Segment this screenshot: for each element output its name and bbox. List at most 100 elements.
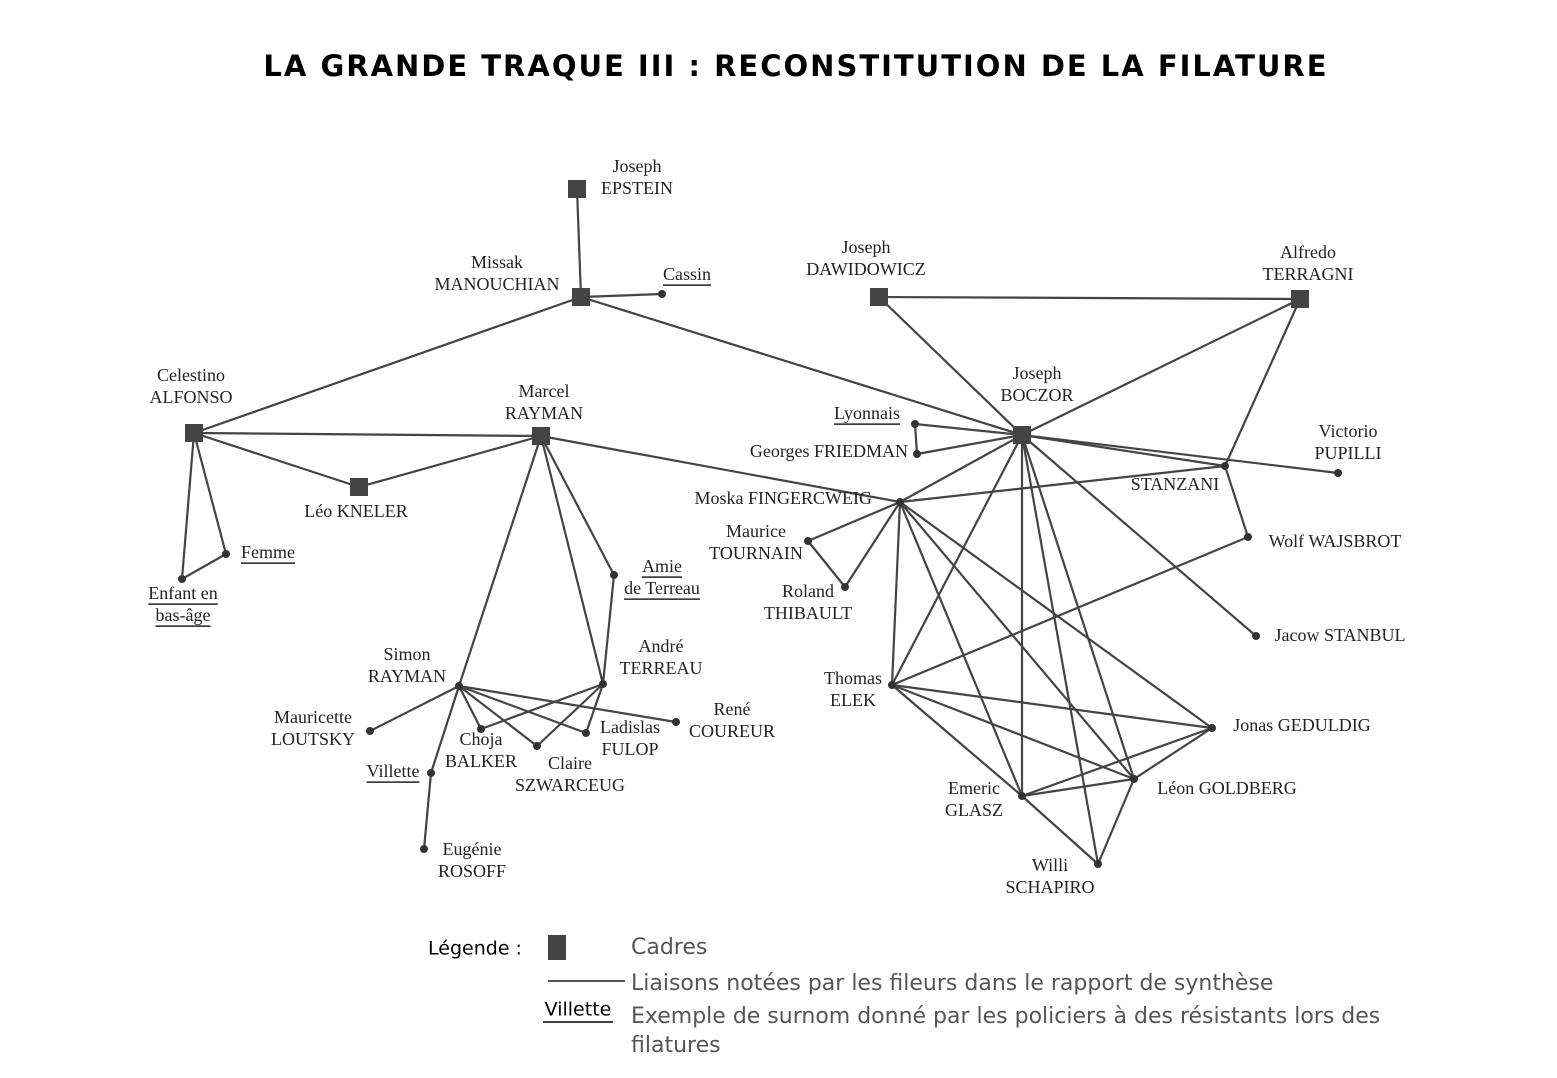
node-label: Joseph <box>842 237 891 257</box>
node-label: ROSOFF <box>438 861 506 881</box>
edge <box>580 295 1023 437</box>
node <box>1221 462 1229 470</box>
node-label: Celestino <box>157 365 225 385</box>
edge <box>891 683 1213 730</box>
node <box>366 727 374 735</box>
edge <box>878 295 1301 301</box>
edge <box>193 431 360 489</box>
edge <box>1021 433 1339 475</box>
node-label: Moska FINGERCWEIG <box>695 488 873 508</box>
legend-example: Villette <box>545 999 612 1021</box>
node <box>1130 775 1138 783</box>
node-label: TOURNAIN <box>709 543 803 563</box>
node-label: Jonas GEDULDIG <box>1233 715 1370 735</box>
cadre-node <box>532 427 550 445</box>
cadre-node <box>568 180 586 198</box>
edge <box>369 685 460 732</box>
node-label: FULOP <box>601 739 658 759</box>
node-label: COUREUR <box>689 721 775 741</box>
node-label: Georges FRIEDMAN <box>750 441 908 461</box>
node <box>420 845 428 853</box>
edge <box>1021 434 1257 637</box>
edge <box>914 422 1023 437</box>
node-label: Emeric <box>948 778 1000 798</box>
edge <box>891 684 1023 797</box>
node-label: RAYMAN <box>368 666 446 686</box>
node-label: BOCZOR <box>1000 385 1073 405</box>
node <box>610 571 618 579</box>
node <box>1244 533 1252 541</box>
edge <box>575 188 583 298</box>
edge <box>458 684 677 724</box>
node-label: MANOUCHIAN <box>435 274 560 294</box>
edge <box>891 434 1023 686</box>
node-label: Cassin <box>663 264 711 284</box>
edge <box>580 292 663 299</box>
node-label: DAWIDOWICZ <box>806 259 926 279</box>
edge <box>457 435 543 687</box>
node <box>222 550 230 558</box>
node <box>896 498 904 506</box>
edge <box>807 500 901 543</box>
cadre-node <box>1291 290 1309 308</box>
node-label: Willi <box>1032 855 1068 875</box>
cadre-node <box>1013 426 1031 444</box>
legend-text: filatures <box>631 1033 721 1058</box>
edge <box>916 433 1023 456</box>
edge <box>429 685 461 774</box>
node-label: Maurice <box>726 521 786 541</box>
node-label: André <box>639 636 684 656</box>
edge <box>1021 795 1099 865</box>
node <box>911 420 919 428</box>
edge <box>899 501 1135 780</box>
edge <box>192 432 228 555</box>
edge <box>1020 434 1100 865</box>
node-label: SCHAPIRO <box>1005 877 1094 897</box>
cadre-node <box>185 424 203 442</box>
node-label: GLASZ <box>945 800 1003 820</box>
edge <box>891 535 1249 687</box>
edge <box>899 501 1213 729</box>
node-label: TERRAGNI <box>1263 264 1354 284</box>
node-label: Femme <box>241 542 295 562</box>
node-label: Enfant en <box>148 583 217 603</box>
node <box>178 575 186 583</box>
node <box>841 583 849 591</box>
edge <box>458 685 482 730</box>
node-label: Simon <box>383 644 430 664</box>
edge <box>193 431 542 438</box>
edge <box>480 682 604 731</box>
node <box>533 742 541 750</box>
edge <box>1223 465 1250 538</box>
node-label: Léon GOLDBERG <box>1157 778 1296 798</box>
node <box>1334 469 1342 477</box>
node-label: Missak <box>471 252 523 272</box>
node-label: SZWARCEUG <box>515 775 625 795</box>
node-label: PUPILLI <box>1315 443 1382 463</box>
node-label: RAYMAN <box>505 403 583 423</box>
node-label: Lyonnais <box>834 403 900 423</box>
title: LA GRANDE TRAQUE III : RECONSTITUTION DE… <box>263 49 1328 83</box>
node-label: de Terreau <box>624 578 700 598</box>
node-label: Villette <box>367 761 420 781</box>
edge <box>1021 726 1213 798</box>
edge <box>1021 777 1135 798</box>
edge <box>540 434 901 504</box>
node <box>1208 724 1216 732</box>
edge <box>844 501 901 588</box>
node <box>888 681 896 689</box>
edge <box>422 772 433 850</box>
edge <box>181 553 227 580</box>
node-label: Wolf WAJSBROT <box>1269 531 1402 551</box>
cadre-node <box>870 288 888 306</box>
node-label: EPSTEIN <box>601 178 673 198</box>
edge <box>899 464 1226 504</box>
node <box>913 450 921 458</box>
edge <box>180 432 196 580</box>
cadre-node <box>350 478 368 496</box>
cadre-node <box>572 288 590 306</box>
edge <box>898 501 1024 797</box>
node-label: ALFONSO <box>149 387 232 407</box>
node-label: Roland <box>782 581 834 601</box>
